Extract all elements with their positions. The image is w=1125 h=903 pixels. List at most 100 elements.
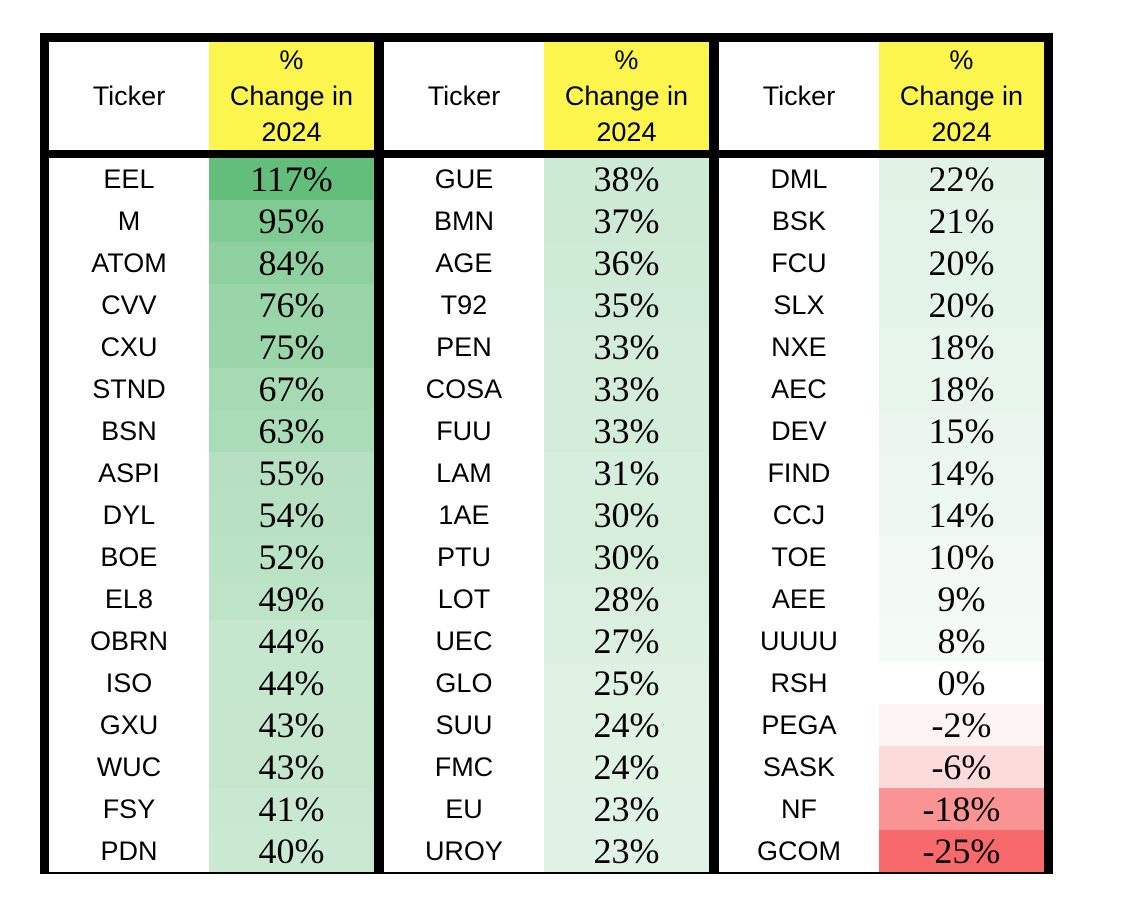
- ticker-cell: PDN: [49, 830, 209, 872]
- ticker-cell: SUU: [384, 704, 544, 746]
- percent-change-cell: 25%: [543, 662, 709, 704]
- table-row: SASK -6%: [719, 746, 1044, 788]
- table-row: ISO 44%: [49, 662, 374, 704]
- percent-change-cell: 36%: [543, 242, 709, 284]
- percent-change-cell: 18%: [878, 326, 1044, 368]
- table-row: LAM 31%: [384, 452, 709, 494]
- percent-change-cell: 24%: [543, 704, 709, 746]
- percent-change-cell: 76%: [208, 284, 374, 326]
- ticker-cell: PEN: [384, 326, 544, 368]
- ticker-cell: COSA: [384, 368, 544, 410]
- percent-change-cell: 20%: [878, 242, 1044, 284]
- table-row: AEE 9%: [719, 578, 1044, 620]
- table-row: WUC 43%: [49, 746, 374, 788]
- ticker-cell: DML: [719, 158, 879, 200]
- table-row: FMC 24%: [384, 746, 709, 788]
- ticker-cell: FCU: [719, 242, 879, 284]
- ticker-cell: DYL: [49, 494, 209, 536]
- table-row: OBRN 44%: [49, 620, 374, 662]
- percent-change-cell: 52%: [208, 536, 374, 578]
- ticker-cell: T92: [384, 284, 544, 326]
- ticker-cell: NF: [719, 788, 879, 830]
- ticker-cell: CXU: [49, 326, 209, 368]
- ticker-cell: FSY: [49, 788, 209, 830]
- table-row: STND 67%: [49, 368, 374, 410]
- table-row: CXU 75%: [49, 326, 374, 368]
- percent-change-cell: 0%: [878, 662, 1044, 704]
- table-row: UUUU 8%: [719, 620, 1044, 662]
- table-row: T92 35%: [384, 284, 709, 326]
- ticker-cell: EL8: [49, 578, 209, 620]
- percent-change-cell: 30%: [543, 494, 709, 536]
- percent-change-cell: 23%: [543, 830, 709, 872]
- ticker-cell: WUC: [49, 746, 209, 788]
- percent-change-cell: 67%: [208, 368, 374, 410]
- percent-change-cell: 38%: [543, 158, 709, 200]
- percent-change-header-line-3: 2024: [261, 117, 322, 147]
- percent-change-cell: -2%: [878, 704, 1044, 746]
- percent-change-cell: 31%: [543, 452, 709, 494]
- table-row: DEV 15%: [719, 410, 1044, 452]
- table-row: GLO 25%: [384, 662, 709, 704]
- table-row: DML 22%: [719, 158, 1044, 200]
- percent-change-header-line-3: 2024: [596, 117, 657, 147]
- table-row: BSK 21%: [719, 200, 1044, 242]
- percent-change-header-line-3: 2024: [931, 117, 992, 147]
- table-row: FCU 20%: [719, 242, 1044, 284]
- ticker-column-header: Ticker: [719, 42, 879, 150]
- percent-change-cell: 9%: [878, 578, 1044, 620]
- table-row: EL8 49%: [49, 578, 374, 620]
- ticker-cell: BSK: [719, 200, 879, 242]
- percent-change-header-line-2: Change in: [229, 81, 353, 111]
- percent-change-cell: 37%: [543, 200, 709, 242]
- ticker-cell: LAM: [384, 452, 544, 494]
- table-row: AEC 18%: [719, 368, 1044, 410]
- percent-change-column-header: % Change in 2024: [208, 42, 374, 150]
- percent-change-cell: 95%: [208, 200, 374, 242]
- table-row: ATOM 84%: [49, 242, 374, 284]
- table-row: COSA 33%: [384, 368, 709, 410]
- percent-change-header-line-2: Change in: [899, 81, 1023, 111]
- table-header-row: Ticker % Change in 2024: [719, 42, 1044, 158]
- table-row: PEGA -2%: [719, 704, 1044, 746]
- percent-change-cell: 30%: [543, 536, 709, 578]
- percent-change-header-line-1: %: [614, 45, 639, 75]
- ticker-cell: FMC: [384, 746, 544, 788]
- percent-change-cell: 24%: [543, 746, 709, 788]
- table-row: CCJ 14%: [719, 494, 1044, 536]
- ticker-performance-table: Ticker % Change in 2024 EEL 117% M 95% ATOM 8…: [40, 33, 1053, 874]
- percent-change-cell: 33%: [543, 368, 709, 410]
- ticker-cell: PEGA: [719, 704, 879, 746]
- percent-change-column-header: % Change in 2024: [543, 42, 709, 150]
- percent-change-cell: 44%: [208, 620, 374, 662]
- ticker-cell: GXU: [49, 704, 209, 746]
- percent-change-cell: -18%: [878, 788, 1044, 830]
- percent-change-cell: 75%: [208, 326, 374, 368]
- percent-change-cell: 14%: [878, 452, 1044, 494]
- percent-change-cell: 41%: [208, 788, 374, 830]
- table-row: DYL 54%: [49, 494, 374, 536]
- table-row: UEC 27%: [384, 620, 709, 662]
- percent-change-cell: -25%: [878, 830, 1044, 872]
- ticker-cell: EEL: [49, 158, 209, 200]
- percent-change-cell: -6%: [878, 746, 1044, 788]
- percent-change-cell: 84%: [208, 242, 374, 284]
- percent-change-cell: 33%: [543, 410, 709, 452]
- ticker-cell: STND: [49, 368, 209, 410]
- percent-change-cell: 22%: [878, 158, 1044, 200]
- ticker-cell: FIND: [719, 452, 879, 494]
- percent-change-column-header: % Change in 2024: [878, 42, 1044, 150]
- table-row: LOT 28%: [384, 578, 709, 620]
- ticker-cell: AEC: [719, 368, 879, 410]
- ticker-subtable: Ticker % Change in 2024 GUE 38% BMN 37% AGE 3…: [374, 42, 709, 872]
- percent-change-cell: 15%: [878, 410, 1044, 452]
- ticker-cell: ATOM: [49, 242, 209, 284]
- percent-change-cell: 27%: [543, 620, 709, 662]
- ticker-cell: TOE: [719, 536, 879, 578]
- ticker-cell: CCJ: [719, 494, 879, 536]
- ticker-cell: NXE: [719, 326, 879, 368]
- table-row: PTU 30%: [384, 536, 709, 578]
- percent-change-header-line-1: %: [279, 45, 304, 75]
- table-row: PEN 33%: [384, 326, 709, 368]
